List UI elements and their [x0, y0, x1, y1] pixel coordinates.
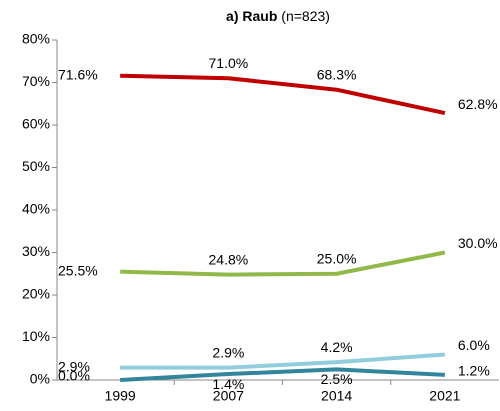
data-label: 62.8%	[458, 96, 498, 112]
line	[120, 250, 446, 277]
data-label: 25.0%	[317, 250, 357, 266]
data-label: 2.5%	[321, 371, 353, 387]
y-tick-label: 0%	[30, 371, 50, 387]
x-tick-label: 2007	[213, 388, 244, 404]
data-label: 30.0%	[458, 235, 498, 251]
chart-title-group: a) Raub (n=823)	[226, 8, 330, 24]
y-tick-label: 30%	[22, 243, 50, 259]
line	[120, 367, 445, 382]
y-tick-label: 50%	[22, 158, 50, 174]
data-label: 24.8%	[209, 251, 249, 267]
chart-title-note: (n=823)	[281, 8, 330, 24]
y-tick-label: 60%	[22, 116, 50, 132]
data-label: 68.3%	[317, 66, 357, 82]
line	[120, 73, 446, 116]
data-label: 4.2%	[321, 339, 353, 355]
y-tick-label: 40%	[22, 201, 50, 217]
data-label: 1.2%	[458, 363, 490, 379]
y-tick-label: 10%	[22, 328, 50, 344]
data-label: 2.9%	[212, 344, 244, 360]
data-label: 6.0%	[458, 337, 490, 353]
chart-title: a) Raub	[226, 8, 277, 24]
y-tick-label: 70%	[22, 73, 50, 89]
y-tick-label: 20%	[22, 286, 50, 302]
data-label: 71.6%	[58, 66, 98, 82]
data-label: 1.4%	[212, 376, 244, 392]
x-tick-label: 2021	[429, 388, 460, 404]
data-label: 0.0%	[58, 368, 90, 384]
y-tick-label: 80%	[22, 31, 50, 47]
line	[120, 352, 446, 370]
data-label: 2.9%	[58, 358, 90, 374]
data-label: 25.5%	[58, 262, 98, 278]
data-label: 71.0%	[209, 55, 249, 71]
x-tick-label: 2014	[321, 388, 352, 404]
x-tick-label: 1999	[105, 388, 136, 404]
